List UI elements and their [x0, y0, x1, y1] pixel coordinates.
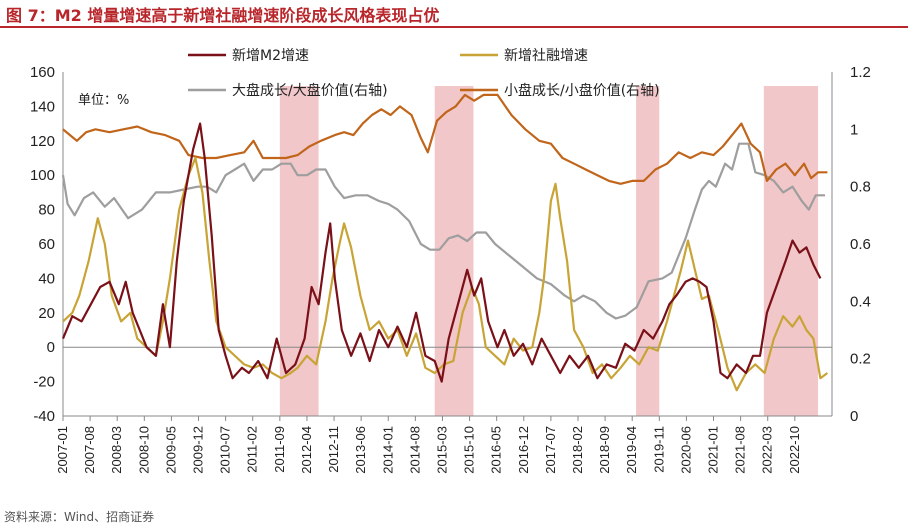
y-tick-left: 20	[38, 305, 55, 322]
shaded-period	[636, 86, 660, 416]
x-tick-label: 2010-07	[218, 426, 233, 474]
x-tick-label: 2012-04	[299, 426, 314, 474]
series-line-m2	[61, 122, 822, 383]
y-tick-left: 100	[30, 167, 55, 184]
x-tick-label: 2013-06	[353, 426, 368, 474]
y-tick-right: 0.4	[850, 293, 871, 310]
x-tick-label: 2021-01	[706, 426, 721, 474]
x-ticks: 2007-01 2007-08 2008-03 2008-10 2009-05 2009-…	[55, 416, 802, 474]
x-tick-label: 2016-12	[516, 426, 531, 474]
x-tick-label: 2009-12	[191, 426, 206, 474]
y-tick-right: 0.2	[850, 351, 871, 368]
unit-label: 单位：%	[78, 93, 129, 108]
series-line-social-financing	[62, 156, 829, 392]
x-tick-label: 2012-11	[326, 426, 341, 473]
source-note: 资料来源：Wind、招商证券	[4, 510, 155, 524]
y-tick-left: 160	[30, 64, 55, 81]
y-tick-left: -20	[33, 374, 55, 391]
x-tick-label: 2022-03	[760, 426, 775, 474]
x-tick-label: 2015-03	[434, 426, 449, 474]
y-tick-left: 80	[38, 202, 55, 219]
legend-label: 新增社融增速	[504, 48, 588, 64]
y-tick-right: 0.8	[850, 179, 871, 196]
series-lines	[61, 93, 829, 392]
x-tick-label: 2009-05	[163, 426, 178, 474]
legend-label: 新增M2增速	[232, 48, 309, 64]
y-tick-right: 0	[850, 408, 858, 425]
y-ticks-left: 160 140 120 100 80 60 40 20 0 -20 -40	[30, 64, 55, 425]
x-tick-label: 2016-05	[489, 426, 504, 474]
x-tick-label: 2019-04	[624, 426, 639, 474]
shaded-period	[763, 86, 819, 416]
x-tick-label: 2014-08	[407, 426, 422, 474]
y-tick-right: 1.2	[850, 64, 871, 81]
x-tick-label: 2019-11	[651, 426, 666, 473]
y-tick-right: 1	[850, 121, 858, 138]
x-tick-label: 2007-01	[55, 426, 70, 474]
x-tick-label: 2011-09	[272, 426, 287, 473]
x-tick-label: 2007-08	[82, 426, 97, 474]
x-tick-label: 2011-02	[245, 426, 260, 473]
x-tick-label: 2022-10	[787, 426, 802, 474]
y-tick-left: 140	[30, 98, 55, 115]
y-tick-left: -40	[33, 408, 55, 425]
y-ticks-right: 1.2 1 0.8 0.6 0.4 0.2 0	[850, 64, 871, 425]
y-tick-right: 0.6	[850, 236, 871, 253]
x-tick-label: 2018-09	[597, 426, 612, 474]
x-tick-label: 2008-03	[109, 426, 124, 474]
series-line-large-cap	[61, 142, 825, 320]
x-tick-label: 2021-08	[733, 426, 748, 474]
y-tick-left: 120	[30, 133, 55, 150]
x-tick-label: 2018-02	[570, 426, 585, 474]
y-tick-left: 40	[38, 270, 55, 287]
legend-label: 大盘成长/大盘价值(右轴)	[232, 82, 388, 99]
x-tick-label: 2008-10	[136, 426, 151, 474]
y-tick-left: 60	[38, 236, 55, 253]
x-tick-label: 2017-07	[543, 426, 558, 474]
title-rule	[0, 26, 908, 28]
legend-label: 小盘成长/小盘价值(右轴)	[504, 82, 660, 99]
x-tick-label: 2015-10	[462, 426, 477, 474]
shaded-periods	[279, 86, 819, 416]
x-tick-label: 2014-01	[380, 426, 395, 474]
y-tick-left: 0	[47, 339, 55, 356]
x-tick-label: 2020-06	[678, 426, 693, 474]
series-line-small-cap	[62, 93, 828, 185]
chart-title: 图 7：M2 增量增速高于新增社融增速阶段成长风格表现占优	[6, 6, 440, 25]
